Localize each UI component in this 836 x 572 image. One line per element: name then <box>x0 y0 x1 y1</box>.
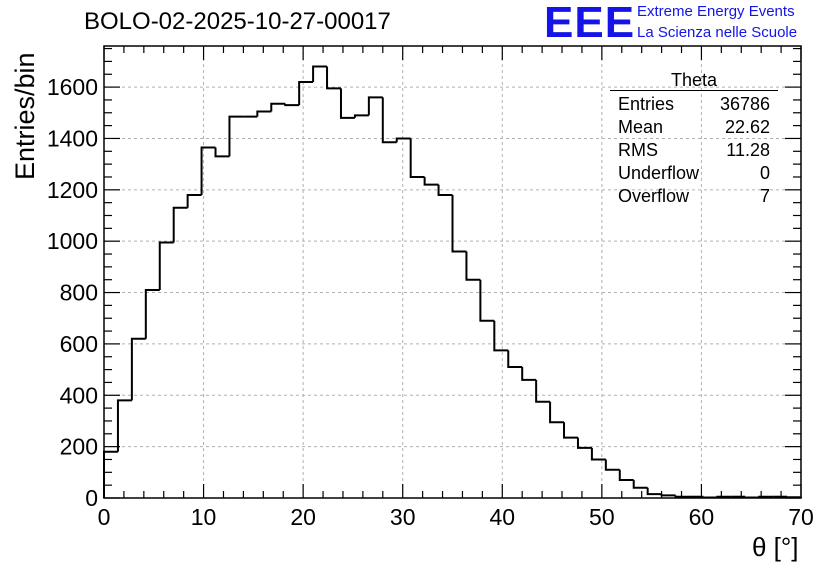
histogram-bin <box>535 379 551 403</box>
stats-row-underflow: Underflow 0 <box>610 162 778 185</box>
stats-value: 36786 <box>719 94 770 114</box>
histogram-bin <box>507 350 523 369</box>
logo-subtitle-2: La Scienza nelle Scuole <box>637 24 798 41</box>
eee-logo: EEE <box>544 0 636 47</box>
stats-value: 11.28 <box>726 140 770 160</box>
x-tick-label: 30 <box>390 504 416 530</box>
x-tick-label: 50 <box>589 504 615 530</box>
histogram-bin <box>521 367 537 381</box>
histogram-bin <box>339 88 355 119</box>
histogram-bin <box>116 399 132 452</box>
stats-label: Underflow <box>618 163 700 183</box>
histogram-bin <box>660 494 676 497</box>
histogram-bin <box>298 80 314 106</box>
stats-value: 22.62 <box>724 117 770 137</box>
histogram-bin <box>130 337 146 401</box>
histogram-bin <box>451 194 467 253</box>
y-tick-label: 800 <box>60 280 98 306</box>
histogram-bin <box>186 193 202 208</box>
histogram-bin <box>758 495 774 498</box>
histogram-series <box>103 65 802 499</box>
histogram-bin <box>493 320 509 352</box>
histogram-bin <box>437 184 453 196</box>
histogram-bin <box>549 401 565 424</box>
histogram-bin <box>604 459 620 471</box>
axis-ticks <box>103 46 802 499</box>
histogram-bin <box>172 206 188 243</box>
histogram-bin <box>395 137 411 143</box>
stats-row-rms: RMS 11.28 <box>610 139 778 162</box>
stats-label: Overflow <box>618 186 690 206</box>
histogram-bin <box>284 103 300 107</box>
x-tick-label: 40 <box>489 504 515 530</box>
run-title: BOLO-02-2025-10-27-00017 <box>84 8 391 35</box>
histogram-bin <box>144 288 160 339</box>
histogram-bin <box>158 241 174 290</box>
plot-frame <box>103 45 802 499</box>
histogram-bin <box>590 447 606 461</box>
stats-title: Theta <box>610 70 778 91</box>
y-tick-label: 1400 <box>47 125 98 151</box>
histogram-bin <box>270 102 286 112</box>
logo-subtitle-1: Extreme Energy Events <box>637 3 795 20</box>
histogram-bin <box>716 495 732 498</box>
histogram-bin <box>674 495 690 498</box>
stats-box: Theta Entries 36786 Mean 22.62 RMS 11.28… <box>610 70 778 208</box>
x-tick-label: 60 <box>689 504 715 530</box>
stats-value: 0 <box>759 163 770 183</box>
y-tick-label: 600 <box>60 331 98 357</box>
y-axis-label: Entries/bin <box>10 52 40 180</box>
histogram-bin <box>228 115 244 157</box>
y-tick-label: 1600 <box>47 74 98 100</box>
y-tick-label: 400 <box>60 382 98 408</box>
x-tick-label: 10 <box>191 504 217 530</box>
histogram-bin <box>618 469 634 482</box>
stats-value: 7 <box>759 186 770 206</box>
histogram-bin <box>479 279 495 322</box>
stats-label: Mean <box>618 117 664 137</box>
histogram-bin <box>256 110 272 117</box>
y-tick-label: 1200 <box>47 177 98 203</box>
histogram-bin <box>563 422 578 439</box>
histogram-bin <box>326 66 341 90</box>
x-axis-label: θ [°] <box>752 532 799 562</box>
histogram-bin <box>632 480 648 489</box>
histogram-bin <box>103 450 118 498</box>
stats-row-mean: Mean 22.62 <box>610 116 778 139</box>
histogram-bin <box>381 97 397 144</box>
histogram-bin <box>576 437 592 449</box>
y-tick-label: 1000 <box>47 228 98 254</box>
x-tick-label: 70 <box>788 504 814 530</box>
tick-labels: 0 10 20 30 40 50 60 700200400600800100012001400… <box>47 74 814 530</box>
stats-label: RMS <box>618 140 658 160</box>
histogram-bin <box>646 487 662 496</box>
y-tick-label: 200 <box>60 434 98 460</box>
stats-row-overflow: Overflow 7 <box>610 185 778 208</box>
histogram-bin <box>423 176 439 186</box>
stats-label: Entries <box>618 94 675 114</box>
histogram-bin <box>312 65 328 82</box>
histogram-bin <box>214 147 230 158</box>
x-tick-label: 20 <box>290 504 316 530</box>
histogram-bin <box>786 496 801 499</box>
histogram-bin <box>353 114 369 118</box>
histogram-bin <box>409 138 425 178</box>
histogram-bin <box>200 146 216 195</box>
stats-row-entries: Entries 36786 <box>610 93 778 116</box>
histogram-bin <box>367 96 383 116</box>
histogram-bin <box>465 251 481 281</box>
y-tick-label: 0 <box>85 485 98 511</box>
x-tick-label: 0 <box>98 504 111 530</box>
